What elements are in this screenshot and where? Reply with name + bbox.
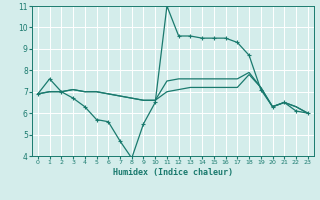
X-axis label: Humidex (Indice chaleur): Humidex (Indice chaleur) bbox=[113, 168, 233, 177]
